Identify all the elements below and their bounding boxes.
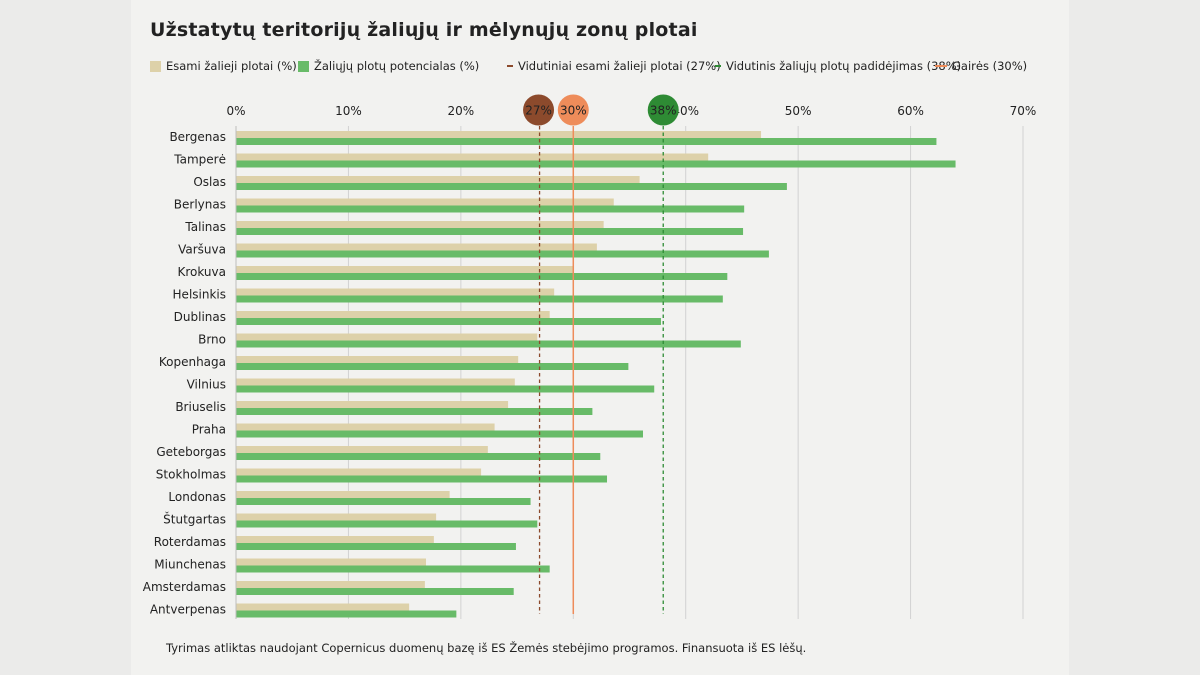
- bar-existing: [236, 513, 437, 521]
- bar-potential: [236, 160, 956, 168]
- legend-swatch-existing: [150, 60, 161, 72]
- category-label: Briuselis: [175, 400, 226, 414]
- bar-existing: [236, 198, 614, 206]
- category-label: Stokholmas: [156, 468, 226, 482]
- legend-line-guideline: [935, 65, 947, 67]
- bar-existing: [236, 558, 427, 566]
- bar-potential: [236, 183, 787, 190]
- category-label: Miunchenas: [154, 558, 226, 572]
- legend-swatch-potential: [298, 60, 309, 72]
- reference-badge: [557, 94, 589, 126]
- bar-potential: [236, 430, 643, 438]
- bar-potential: [236, 250, 769, 258]
- bar-existing: [236, 243, 597, 251]
- bar-potential: [236, 543, 516, 550]
- category-label: Londonas: [168, 490, 226, 504]
- category-label: Talinas: [184, 220, 226, 234]
- bar-potential: [236, 610, 457, 618]
- bar-potential: [236, 565, 550, 573]
- bar-existing: [236, 468, 482, 476]
- bar-potential: [236, 205, 745, 213]
- category-label: Geteborgas: [156, 445, 226, 459]
- bar-existing: [236, 266, 574, 273]
- bar-existing: [236, 423, 495, 431]
- category-label: Vilnius: [187, 378, 226, 392]
- x-tick-label: 60%: [897, 104, 924, 118]
- chart-title: Užstatytų teritorijų žaliųjų ir mėlynųjų…: [150, 19, 698, 41]
- legend-line-avg-existing: [507, 65, 513, 67]
- reference-badge: [647, 94, 679, 126]
- bar-potential: [236, 318, 661, 325]
- reference-badge-label: 38%: [650, 104, 677, 118]
- bar-existing: [236, 176, 640, 183]
- bar-potential: [236, 520, 538, 528]
- category-label: Berlynas: [174, 198, 226, 212]
- bar-potential: [236, 138, 937, 145]
- bar-existing: [236, 153, 709, 161]
- legend-item-avg-increase: Vidutinis žaliųjų plotų padidėjimas (38%…: [715, 58, 961, 74]
- category-label: Kopenhaga: [159, 355, 226, 369]
- category-label: Tamperė: [173, 153, 226, 167]
- legend-label-potential: Žaliųjų plotų potencialas (%): [314, 59, 480, 73]
- bar-existing: [236, 378, 515, 386]
- bar-existing: [236, 356, 519, 363]
- category-label: Oslas: [193, 175, 226, 189]
- category-label: Štutgartas: [163, 512, 226, 527]
- footnote: Tyrimas atliktas naudojant Copernicus du…: [166, 641, 807, 655]
- legend-item-existing: Esami žalieji plotai (%): [150, 58, 297, 74]
- legend-label-avg-increase: Vidutinis žaliųjų plotų padidėjimas (38%…: [726, 59, 962, 73]
- bar-potential: [236, 475, 608, 483]
- legend-label-guideline: Gairės (30%): [952, 59, 1028, 73]
- reference-badge: [523, 94, 555, 126]
- legend-item-guideline: Gairės (30%): [935, 58, 1027, 74]
- category-label: Roterdamas: [154, 535, 226, 549]
- category-label: Helsinkis: [173, 288, 226, 302]
- bar-potential: [236, 295, 723, 303]
- bar-existing: [236, 491, 450, 498]
- legend-item-potential: Žaliųjų plotų potencialas (%): [298, 58, 479, 74]
- category-label: Antverpenas: [150, 603, 226, 617]
- category-label: Amsterdamas: [143, 580, 226, 594]
- bar-existing: [236, 536, 434, 543]
- bar-potential: [236, 385, 655, 393]
- bar-existing: [236, 131, 762, 138]
- legend-label-avg-existing: Vidutiniai esami žalieji plotai (27%): [518, 59, 721, 73]
- bar-existing: [236, 333, 538, 341]
- bar-existing: [236, 446, 488, 453]
- category-label: Dublinas: [174, 310, 226, 324]
- bar-existing: [236, 288, 555, 296]
- reference-badge-label: 30%: [560, 104, 587, 118]
- legend-item-avg-existing: Vidutiniai esami žalieji plotai (27%): [507, 58, 721, 74]
- category-label: Bergenas: [169, 130, 226, 144]
- x-tick-label: 10%: [335, 104, 362, 118]
- x-tick-label: 20%: [448, 104, 475, 118]
- x-tick-label: 70%: [1010, 104, 1037, 118]
- reference-badge-label: 27%: [525, 104, 552, 118]
- bar-potential: [236, 588, 514, 595]
- legend-label-existing: Esami žalieji plotai (%): [166, 59, 297, 73]
- bar-potential: [236, 453, 601, 460]
- bar-potential: [236, 273, 728, 280]
- x-tick-label: 40%: [672, 104, 699, 118]
- bar-potential: [236, 498, 531, 505]
- category-label: Krokuva: [177, 265, 226, 279]
- bar-potential: [236, 408, 593, 415]
- bar-existing: [236, 311, 550, 318]
- bar-potential: [236, 363, 629, 370]
- category-label: Praha: [192, 423, 226, 437]
- x-tick-label: 0%: [226, 104, 245, 118]
- bar-potential: [236, 340, 741, 348]
- x-tick-label: 50%: [785, 104, 812, 118]
- legend-line-avg-increase: [715, 65, 721, 67]
- category-label: Varšuva: [178, 243, 226, 257]
- bar-existing: [236, 603, 410, 611]
- category-label: Brno: [198, 333, 226, 347]
- bar-existing: [236, 581, 425, 588]
- bar-existing: [236, 221, 604, 228]
- bar-existing: [236, 401, 509, 408]
- bar-potential: [236, 228, 744, 235]
